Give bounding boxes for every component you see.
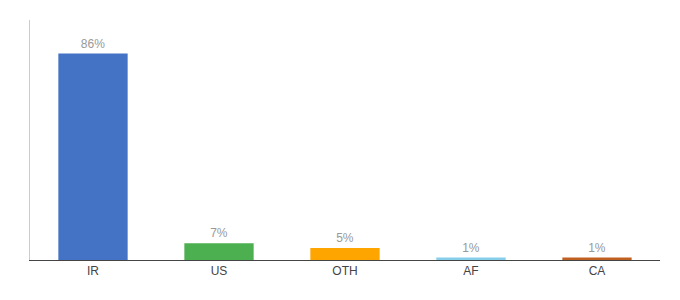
svg-text:OTH: OTH: [332, 264, 357, 278]
svg-text:IR: IR: [87, 264, 99, 278]
svg-text:5%: 5%: [336, 231, 354, 245]
svg-text:CA: CA: [589, 264, 606, 278]
svg-text:86%: 86%: [81, 37, 105, 51]
svg-text:AF: AF: [463, 264, 478, 278]
svg-text:7%: 7%: [210, 226, 228, 240]
svg-text:1%: 1%: [462, 241, 480, 255]
svg-text:1%: 1%: [588, 241, 606, 255]
svg-text:US: US: [211, 264, 228, 278]
